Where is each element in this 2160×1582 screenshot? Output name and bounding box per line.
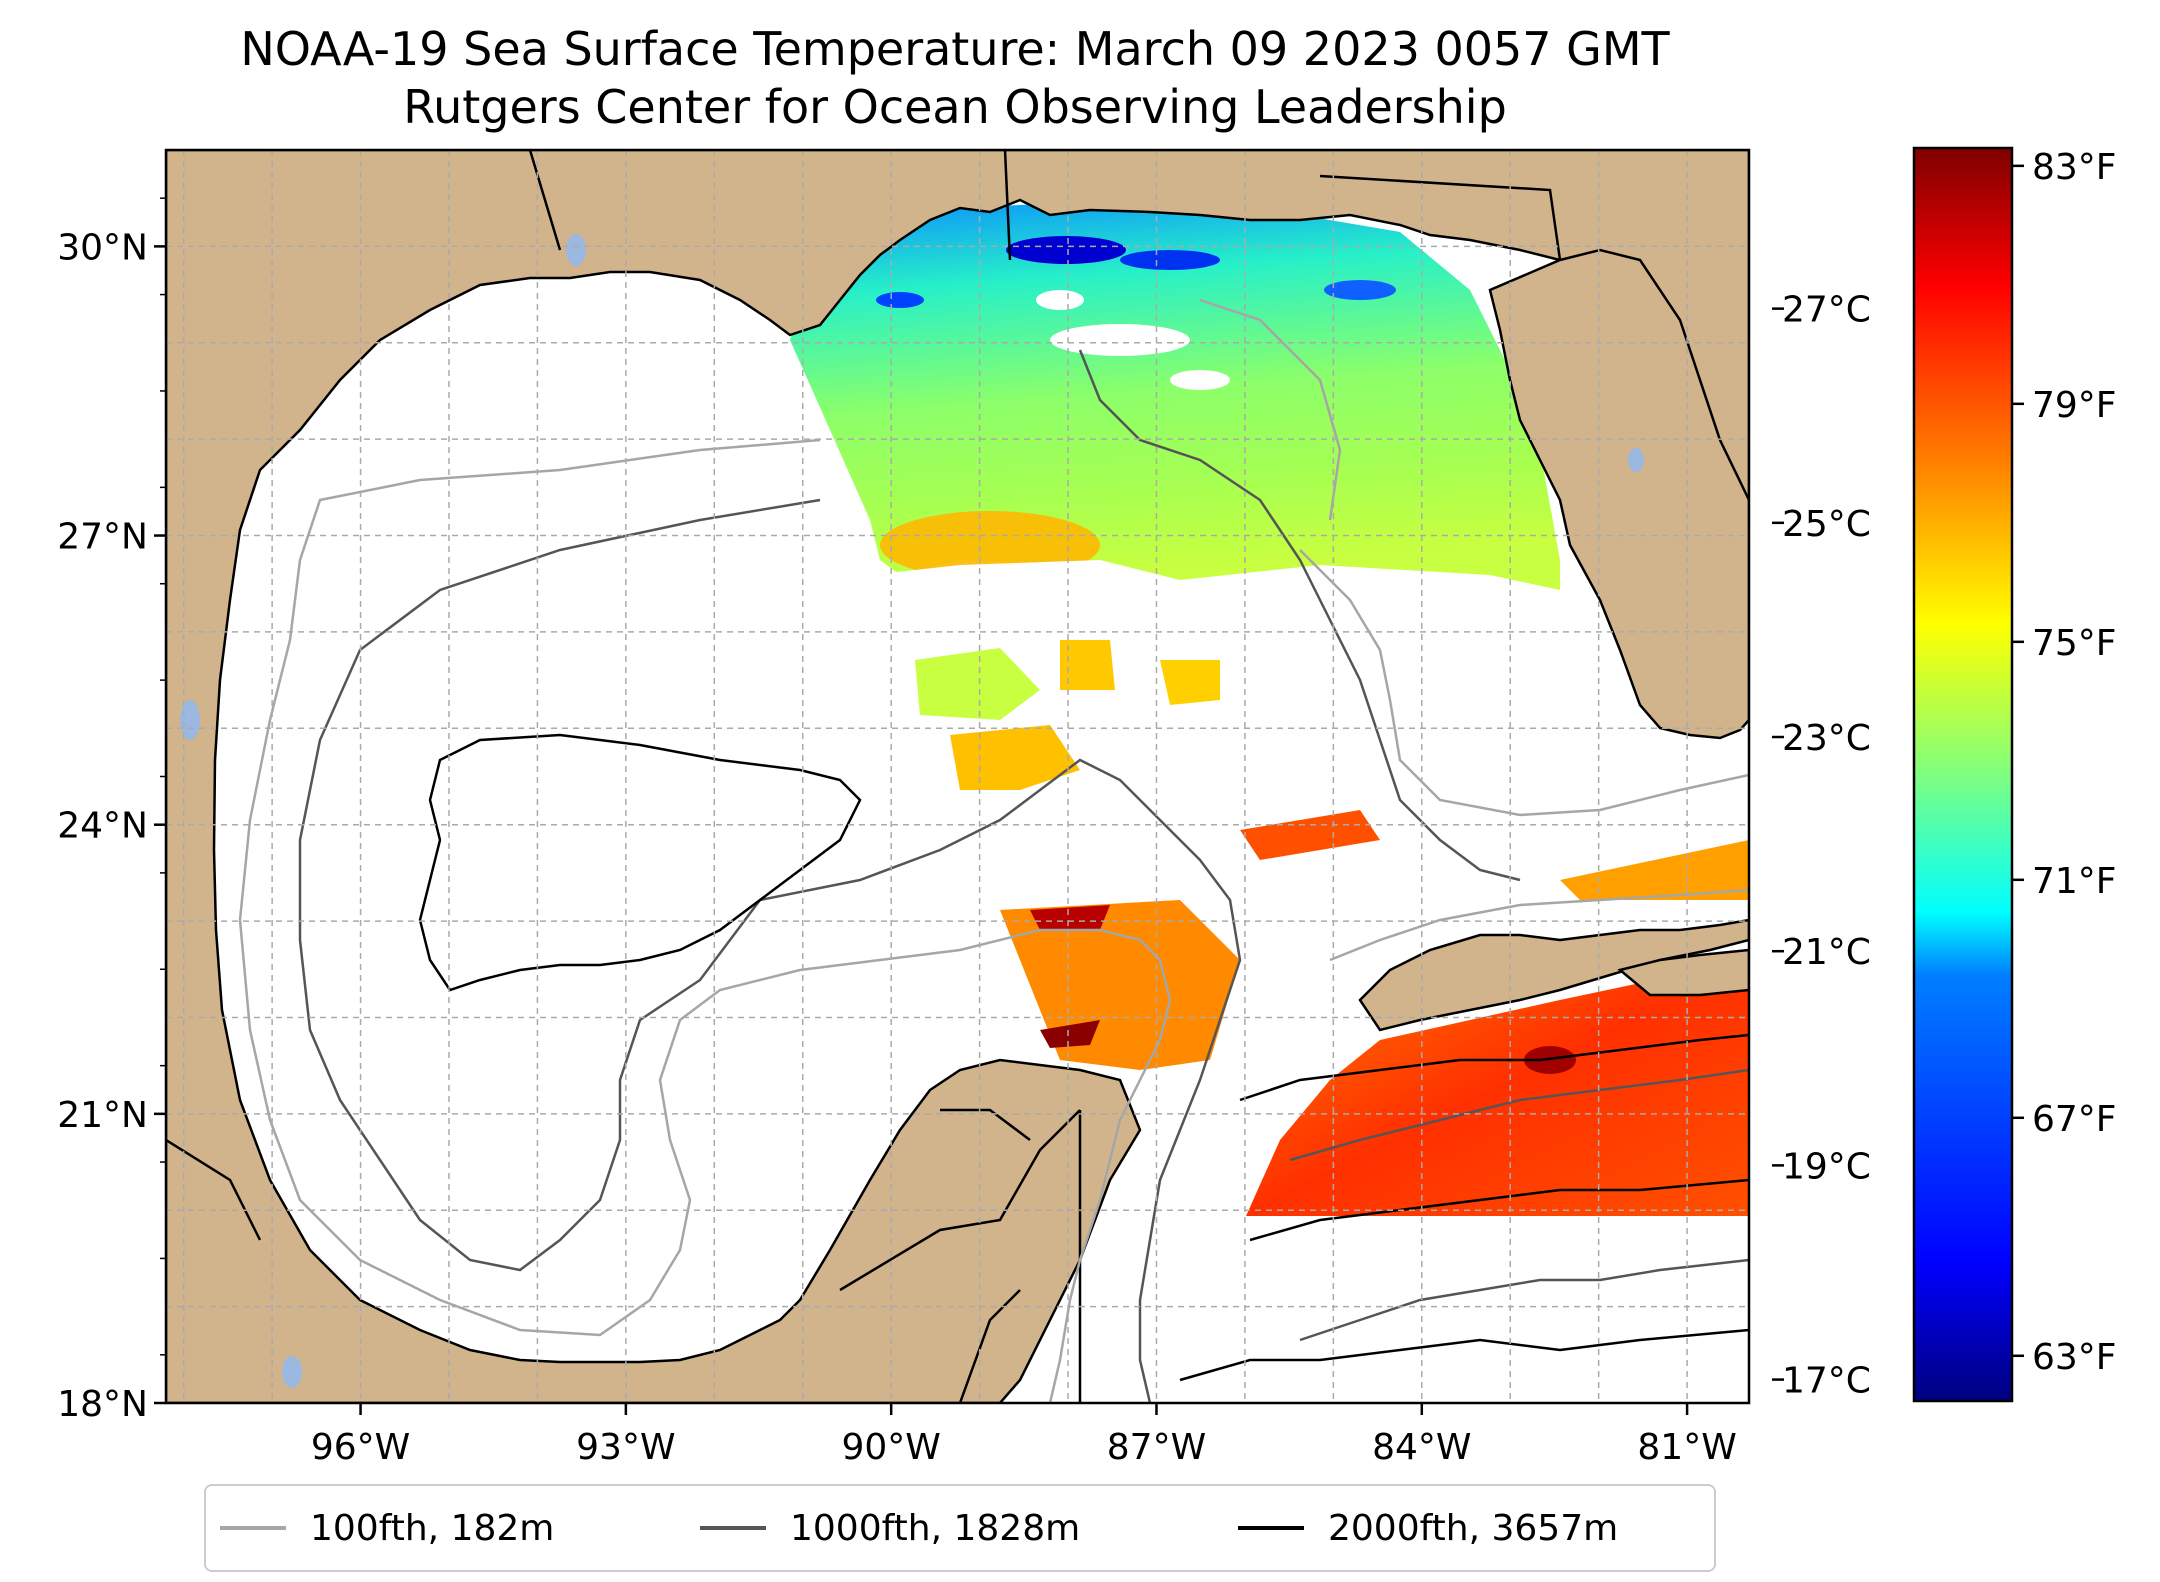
legend-item-2000fth: 2000fth, 3657m xyxy=(1238,1486,1618,1570)
lon-tick-label: 96°W xyxy=(311,1427,410,1468)
fahrenheit-tick-label: 67°F xyxy=(2032,1099,2117,1140)
longitude-axis: 96°W 93°W 90°W 87°W 84°W 81°W xyxy=(311,1403,1737,1468)
celsius-tick-label: 21°C xyxy=(1782,932,1871,973)
celsius-tick-label: 17°C xyxy=(1782,1361,1871,1402)
celsius-tick-label: 19°C xyxy=(1782,1146,1871,1187)
lon-tick-label: 87°W xyxy=(1107,1427,1206,1468)
celsius-tick-label: 25°C xyxy=(1782,504,1871,545)
sst-swath-south xyxy=(1000,810,1749,1216)
fahrenheit-tick-label: 79°F xyxy=(2032,385,2117,426)
colorbar xyxy=(1912,146,2014,1403)
lon-tick-label: 90°W xyxy=(841,1427,940,1468)
colorbar-celsius-axis: 27°C 25°C 23°C 21°C 19°C 17°C xyxy=(1772,290,1871,1402)
colorbar-fahrenheit-axis: 83°F 79°F 75°F 71°F 67°F 63°F xyxy=(2012,147,2117,1378)
map-title: NOAA-19 Sea Surface Temperature: March 0… xyxy=(240,22,1670,76)
lakes xyxy=(180,234,1644,1388)
lat-tick-label: 21°N xyxy=(57,1095,148,1136)
map-subtitle: Rutgers Center for Ocean Observing Leade… xyxy=(403,80,1507,134)
lat-tick-label: 30°N xyxy=(57,227,148,268)
fahrenheit-tick-label: 71°F xyxy=(2032,861,2117,902)
land-masses xyxy=(166,150,1749,1403)
legend-swatch xyxy=(1238,1526,1304,1530)
legend-item-1000fth: 1000fth, 1828m xyxy=(700,1486,1080,1570)
legend-label: 1000fth, 1828m xyxy=(790,1507,1081,1549)
lon-tick-label: 84°W xyxy=(1372,1427,1471,1468)
legend-item-100fth: 100fth, 182m xyxy=(220,1486,554,1570)
sst-swath-central xyxy=(915,640,1220,790)
lon-tick-label: 93°W xyxy=(576,1427,675,1468)
lat-tick-label: 27°N xyxy=(57,517,148,558)
latitude-axis: 30°N 27°N 24°N 21°N 18°N xyxy=(57,197,166,1425)
lat-tick-label: 24°N xyxy=(57,806,148,847)
fahrenheit-tick-label: 75°F xyxy=(2032,623,2117,664)
legend-label: 2000fth, 3657m xyxy=(1328,1507,1619,1549)
legend-label: 100fth, 182m xyxy=(310,1507,555,1549)
fahrenheit-tick-label: 83°F xyxy=(2032,147,2117,188)
celsius-tick-label: 27°C xyxy=(1782,290,1871,331)
lon-tick-label: 81°W xyxy=(1637,1427,1736,1468)
fahrenheit-tick-label: 63°F xyxy=(2032,1337,2117,1378)
legend-swatch xyxy=(700,1526,766,1530)
legend: 100fth, 182m 1000fth, 1828m 2000fth, 365… xyxy=(204,1484,1716,1572)
bathymetry-contours xyxy=(238,298,1749,1403)
legend-swatch xyxy=(220,1526,286,1530)
celsius-tick-label: 23°C xyxy=(1782,718,1871,759)
lat-tick-label: 18°N xyxy=(57,1384,148,1425)
